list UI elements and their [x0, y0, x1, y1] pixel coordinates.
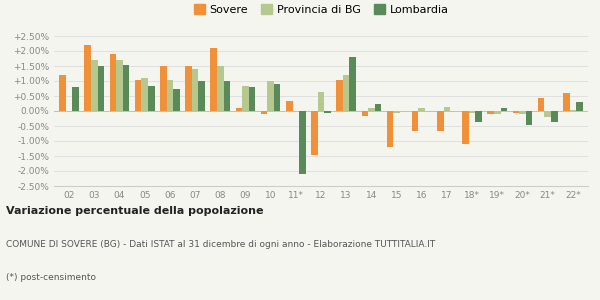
- Bar: [324, 111, 331, 112]
- Bar: [368, 108, 374, 111]
- Bar: [469, 111, 475, 112]
- Bar: [261, 111, 268, 114]
- Bar: [142, 78, 148, 111]
- Bar: [412, 111, 418, 130]
- Bar: [274, 84, 280, 111]
- Bar: [185, 66, 192, 111]
- Bar: [393, 111, 400, 112]
- Bar: [387, 111, 393, 147]
- Bar: [85, 45, 91, 111]
- Legend: Sovere, Provincia di BG, Lombardia: Sovere, Provincia di BG, Lombardia: [189, 0, 453, 19]
- Bar: [116, 60, 123, 111]
- Bar: [73, 87, 79, 111]
- Bar: [487, 111, 494, 114]
- Text: Variazione percentuale della popolazione: Variazione percentuale della popolazione: [6, 206, 263, 215]
- Bar: [110, 54, 116, 111]
- Bar: [224, 81, 230, 111]
- Bar: [576, 102, 583, 111]
- Bar: [569, 110, 576, 111]
- Bar: [211, 48, 217, 111]
- Bar: [242, 85, 249, 111]
- Bar: [362, 111, 368, 116]
- Bar: [192, 69, 199, 111]
- Bar: [173, 88, 179, 111]
- Bar: [318, 92, 324, 111]
- Bar: [475, 111, 482, 122]
- Text: (*) post-censimento: (*) post-censimento: [6, 273, 96, 282]
- Bar: [463, 111, 469, 144]
- Bar: [538, 98, 544, 111]
- Bar: [526, 111, 532, 124]
- Bar: [249, 87, 255, 111]
- Bar: [98, 66, 104, 111]
- Bar: [551, 111, 557, 122]
- Bar: [374, 103, 381, 111]
- Bar: [512, 111, 519, 112]
- Bar: [563, 93, 569, 111]
- Bar: [148, 85, 155, 111]
- Bar: [311, 111, 318, 154]
- Bar: [199, 81, 205, 111]
- Bar: [544, 111, 551, 117]
- Bar: [437, 111, 443, 130]
- Bar: [160, 66, 167, 111]
- Bar: [443, 106, 450, 111]
- Bar: [217, 66, 224, 111]
- Bar: [500, 108, 507, 111]
- Bar: [135, 80, 142, 111]
- Bar: [59, 75, 66, 111]
- Bar: [123, 64, 130, 111]
- Bar: [286, 100, 293, 111]
- Text: COMUNE DI SOVERE (BG) - Dati ISTAT al 31 dicembre di ogni anno - Elaborazione TU: COMUNE DI SOVERE (BG) - Dati ISTAT al 31…: [6, 240, 435, 249]
- Bar: [299, 111, 305, 174]
- Bar: [236, 108, 242, 111]
- Bar: [167, 80, 173, 111]
- Bar: [343, 75, 349, 111]
- Bar: [91, 60, 98, 111]
- Bar: [337, 80, 343, 111]
- Bar: [349, 57, 356, 111]
- Bar: [268, 81, 274, 111]
- Bar: [418, 108, 425, 111]
- Bar: [519, 111, 526, 114]
- Bar: [494, 111, 500, 114]
